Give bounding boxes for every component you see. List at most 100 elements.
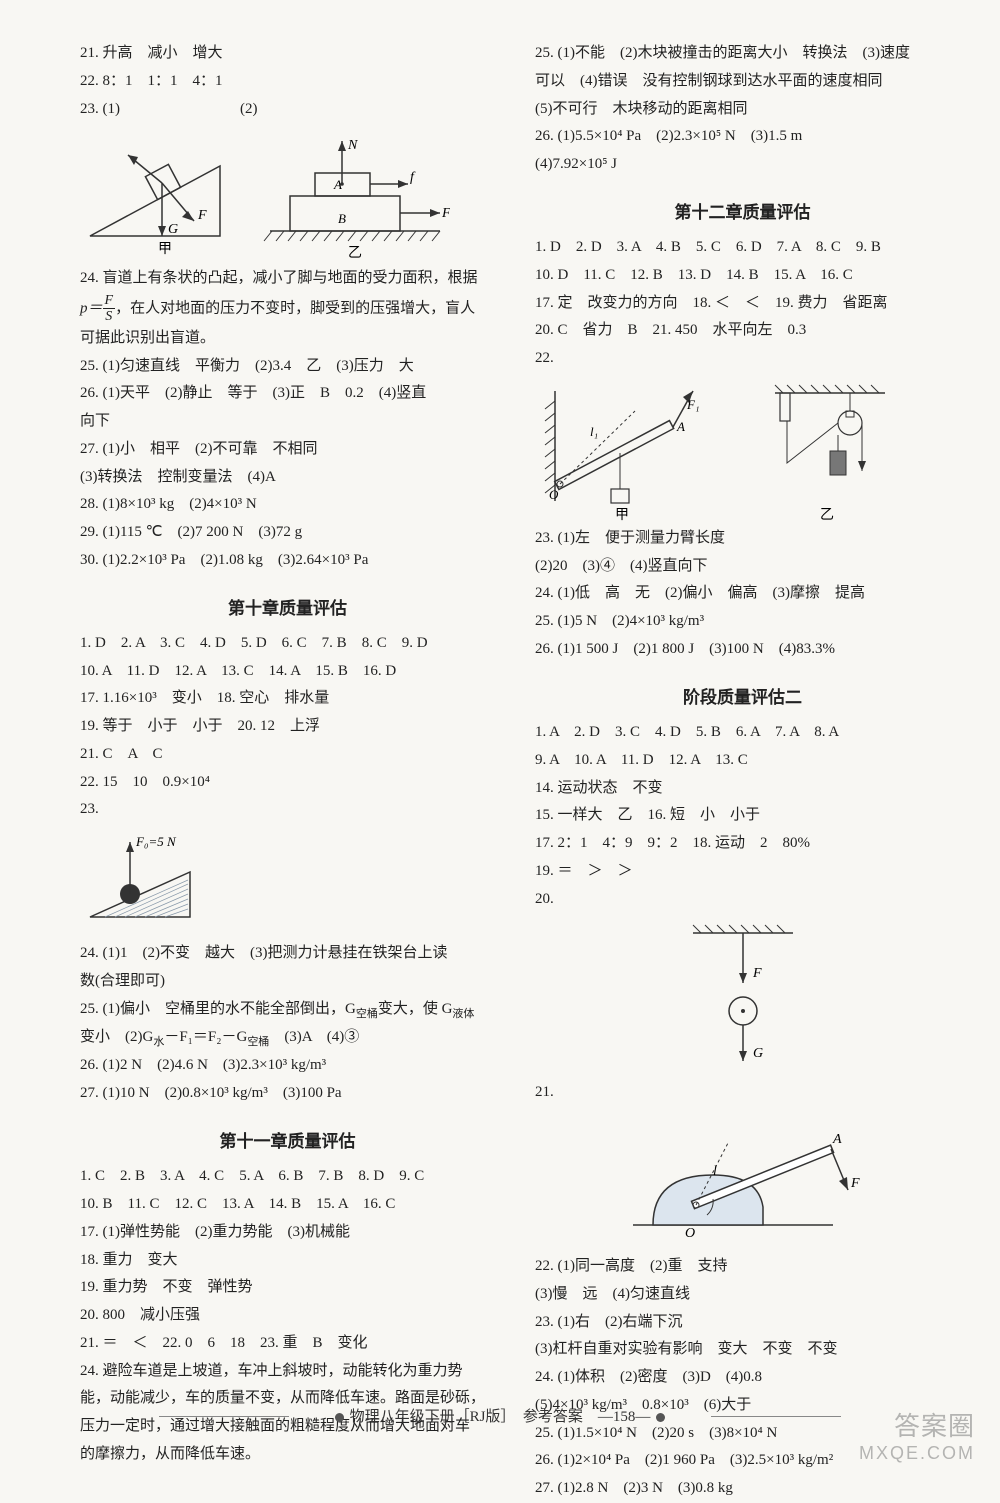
text-line: 28. (1)8×10³ kg (2)4×10³ N bbox=[80, 491, 495, 519]
text-line: 可以 (4)错误 没有控制钢球到达水平面的速度相同 bbox=[535, 68, 950, 96]
text-line: 1. A 2. D 3. C 4. D 5. B 6. A 7. A 8. A bbox=[535, 719, 950, 747]
chapter-12-title: 第十二章质量评估 bbox=[535, 197, 950, 228]
svg-text:G: G bbox=[753, 1046, 763, 1061]
text-line: 1. D 2. A 3. C 4. D 5. D 6. C 7. B 8. C … bbox=[80, 630, 495, 658]
text-line: 27. (1)2.8 N (2)3 N (3)0.8 kg bbox=[535, 1475, 950, 1503]
text-line: 24. 避险车道是上坡道，车冲上斜坡时，动能转化为重力势 bbox=[80, 1358, 495, 1386]
text-line: 17. (1)弹性势能 (2)重力势能 (3)机械能 bbox=[80, 1219, 495, 1247]
diagram-23-left: 甲 F G bbox=[80, 131, 230, 261]
svg-text:乙: 乙 bbox=[820, 507, 834, 521]
svg-text:N: N bbox=[347, 138, 358, 153]
text-line: 30. (1)2.2×10³ Pa (2)1.08 kg (3)2.64×10³… bbox=[80, 547, 495, 575]
svg-text:F: F bbox=[850, 1176, 860, 1191]
text-line: 17. 1.16×10³ 变小 18. 空心 排水量 bbox=[80, 685, 495, 713]
diagram-22-row: O A F₁ l₁ 甲 bbox=[535, 381, 950, 521]
text-line: 10. B 11. C 12. C 13. A 14. B 15. A 16. … bbox=[80, 1191, 495, 1219]
text-line: 21. ＝ ＜ 22. 0 6 18 23. 重 B 变化 bbox=[80, 1330, 495, 1358]
text-line: 25. (1)不能 (2)木块被撞击的距离大小 转换法 (3)速度 bbox=[535, 40, 950, 68]
svg-text:乙: 乙 bbox=[348, 245, 362, 261]
chapter-11-title: 第十一章质量评估 bbox=[80, 1126, 495, 1157]
svg-text:F₀=5 N: F₀=5 N bbox=[135, 834, 177, 849]
text-line: 17. 定 改变力的方向 18. ＜ ＜ 19. 费力 省距离 bbox=[535, 290, 950, 318]
watermark-en: MXQE.COM bbox=[859, 1443, 975, 1464]
text-line: (4)7.92×10⁵ J bbox=[535, 151, 950, 179]
text-line: 1. C 2. B 3. A 4. C 5. A 6. B 7. B 8. D … bbox=[80, 1163, 495, 1191]
text-line: 14. 运动状态 不变 bbox=[535, 775, 950, 803]
diagram-22-left: O A F₁ l₁ 甲 bbox=[535, 381, 725, 521]
text-line: 17. 2：1 4：9 9：2 18. 运动 2 80% bbox=[535, 830, 950, 858]
text-line: (3)转换法 控制变量法 (4)A bbox=[80, 464, 495, 492]
text-line: 可据此识别出盲道。 bbox=[80, 325, 495, 353]
text-line: 26. (1)天平 (2)静止 等于 (3)正 B 0.2 (4)竖直 bbox=[80, 380, 495, 408]
diagram-22-right: 乙 bbox=[755, 381, 905, 521]
text-line: 20. 800 减小压强 bbox=[80, 1302, 495, 1330]
text-line: 23. (1)右 (2)右端下沉 bbox=[535, 1309, 950, 1337]
text-line: 的摩擦力，从而降低车速。 bbox=[80, 1441, 495, 1469]
watermark: 答案圈 MXQE.COM bbox=[859, 1406, 975, 1464]
svg-text:l₁: l₁ bbox=[590, 424, 598, 439]
text-line: 22. 8：1 1：1 4：1 bbox=[80, 68, 495, 96]
text-line: p＝FS，在人对地面的压力不变时，脚受到的压强增大，盲人 bbox=[80, 293, 495, 325]
text-line: 19. 等于 小于 小于 20. 12 上浮 bbox=[80, 713, 495, 741]
text-line: 24. (1)1 (2)不变 越大 (3)把测力计悬挂在铁架台上读 bbox=[80, 940, 495, 968]
text-line: 向下 bbox=[80, 408, 495, 436]
text-line: 21. C A C bbox=[80, 741, 495, 769]
text-line: 20. bbox=[535, 886, 950, 914]
svg-text:F: F bbox=[441, 206, 450, 221]
text-line: 20. C 省力 B 21. 450 水平向左 0.3 bbox=[535, 317, 950, 345]
left-column: 21. 升高 减小 增大 22. 8：1 1：1 4：1 23. (1) (2)… bbox=[80, 40, 495, 1380]
svg-text:F: F bbox=[752, 966, 762, 981]
diagram-23-right: A B N f F 乙 bbox=[260, 131, 450, 261]
text-line: 27. (1)小 相平 (2)不可靠 不相同 bbox=[80, 436, 495, 464]
right-column: 25. (1)不能 (2)木块被撞击的距离大小 转换法 (3)速度 可以 (4)… bbox=[535, 40, 950, 1380]
text-line: 数(合理即可) bbox=[80, 968, 495, 996]
svg-text:f: f bbox=[410, 170, 416, 185]
text-line: 19. 重力势 不变 弹性势 bbox=[80, 1274, 495, 1302]
svg-text:F₁: F₁ bbox=[686, 397, 699, 412]
text-line: (5)不可行 木块移动的距离相同 bbox=[535, 96, 950, 124]
footer-text: 物理八年级下册［RJ版］ 参考答案 —158— bbox=[350, 1409, 651, 1425]
text-line: 变小 (2)G水－F₁＝F₂－G空桶 (3)A (4)③ bbox=[80, 1024, 495, 1052]
text-line: 22. bbox=[535, 345, 950, 373]
diagram-20: F G bbox=[535, 921, 950, 1071]
text-line: 15. 一样大 乙 16. 短 小 小于 bbox=[535, 802, 950, 830]
text-line: 23. (1) (2) bbox=[80, 96, 495, 124]
svg-text:F: F bbox=[197, 208, 207, 223]
text-line: (3)慢 远 (4)匀速直线 bbox=[535, 1281, 950, 1309]
text-line: 19. ＝ ＞ ＞ bbox=[535, 858, 950, 886]
text-line: 21. bbox=[535, 1079, 950, 1107]
text-line: 26. (1)2 N (2)4.6 N (3)2.3×10³ kg/m³ bbox=[80, 1052, 495, 1080]
text-line: (3)杠杆自重对实验有影响 变大 不变 不变 bbox=[535, 1336, 950, 1364]
text-line: 10. D 11. C 12. B 13. D 14. B 15. A 16. … bbox=[535, 262, 950, 290]
svg-text:A: A bbox=[676, 419, 685, 434]
page-footer: 物理八年级下册［RJ版］ 参考答案 —158— bbox=[0, 1405, 1000, 1426]
text-line: 22. (1)同一高度 (2)重 支持 bbox=[535, 1253, 950, 1281]
diagram-23b: F₀=5 N bbox=[80, 832, 495, 932]
text-line: 25. (1)5 N (2)4×10³ kg/m³ bbox=[535, 608, 950, 636]
watermark-cn: 答案圈 bbox=[859, 1406, 975, 1443]
svg-text:B: B bbox=[338, 211, 346, 226]
text-line: 24. (1)低 高 无 (2)偏小 偏高 (3)摩擦 提高 bbox=[535, 580, 950, 608]
diagram-23-row: 甲 F G bbox=[80, 131, 495, 261]
svg-text:l: l bbox=[713, 1164, 717, 1179]
chapter-10-title: 第十章质量评估 bbox=[80, 593, 495, 624]
text-line: 9. A 10. A 11. D 12. A 13. C bbox=[535, 747, 950, 775]
svg-text:G: G bbox=[168, 222, 178, 237]
text-line: 10. A 11. D 12. A 13. C 14. A 15. B 16. … bbox=[80, 658, 495, 686]
text-line: 26. (1)1 500 J (2)1 800 J (3)100 N (4)83… bbox=[535, 636, 950, 664]
text-line: (2)20 (3)④ (4)竖直向下 bbox=[535, 553, 950, 581]
text-line: 27. (1)10 N (2)0.8×10³ kg/m³ (3)100 Pa bbox=[80, 1080, 495, 1108]
text-line: 23. (1)左 便于测量力臂长度 bbox=[535, 525, 950, 553]
svg-text:A: A bbox=[333, 177, 342, 192]
svg-text:甲: 甲 bbox=[158, 242, 172, 257]
text-line: 18. 重力 变大 bbox=[80, 1247, 495, 1275]
svg-text:甲: 甲 bbox=[615, 508, 629, 521]
text-line: 24. 盲道上有条状的凸起，减小了脚与地面的受力面积，根据 bbox=[80, 265, 495, 293]
text-line: 23. bbox=[80, 796, 495, 824]
svg-text:A: A bbox=[832, 1132, 842, 1147]
diagram-21: O A F l bbox=[535, 1115, 950, 1245]
text-line: 26. (1)5.5×10⁴ Pa (2)2.3×10⁵ N (3)1.5 m bbox=[535, 123, 950, 151]
text-line: 1. D 2. D 3. A 4. B 5. C 6. D 7. A 8. C … bbox=[535, 234, 950, 262]
text-line: 22. 15 10 0.9×10⁴ bbox=[80, 769, 495, 797]
text-line: 25. (1)匀速直线 平衡力 (2)3.4 乙 (3)压力 大 bbox=[80, 353, 495, 381]
